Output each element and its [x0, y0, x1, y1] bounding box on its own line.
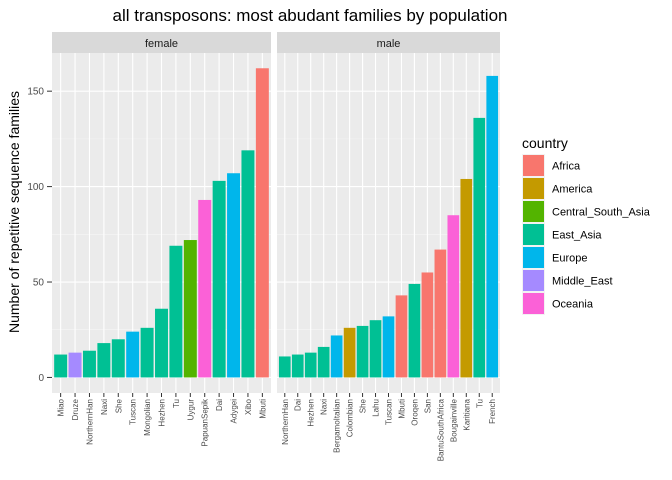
facet-strip-label: male	[377, 38, 401, 50]
bar-male-NorthernHan	[278, 356, 291, 378]
bar-male-Tuscan	[382, 316, 395, 378]
legend-label: Africa	[552, 161, 581, 173]
x-tick-label: Karitiana	[462, 398, 471, 430]
bar-female-Druze	[68, 352, 82, 378]
bar-female-PapuanSepik	[198, 199, 212, 378]
x-tick-label: Adygei	[230, 399, 239, 424]
bar-male-French	[486, 75, 499, 378]
x-tick-label: NorthernHan	[85, 399, 94, 445]
legend-swatch-Europe	[523, 247, 544, 268]
x-tick-label: Tu	[172, 399, 181, 408]
facet-strip-label: female	[145, 38, 178, 50]
x-tick-label: Druze	[71, 398, 80, 420]
bar-male-Tu	[473, 117, 486, 378]
bar-female-NorthernHan	[82, 350, 96, 378]
x-tick-label: Mbuti	[258, 399, 267, 419]
bar-male-Hezhen	[304, 352, 317, 378]
bar-male-She	[356, 325, 369, 378]
bar-female-Dai	[212, 180, 226, 378]
x-tick-label: NorthernHan	[281, 399, 290, 445]
x-tick-label: Hezhen	[307, 399, 316, 427]
x-tick-label: Miao	[57, 398, 66, 416]
bar-male-Dai	[291, 354, 304, 378]
chart-title: all transposons: most abudant families b…	[112, 6, 507, 25]
bar-male-Oroqen	[408, 283, 421, 378]
legend-title: country	[522, 135, 568, 151]
bar-male-Naxi	[317, 346, 330, 378]
x-tick-label: Bougainville	[449, 398, 458, 442]
legend-label: Oceania	[552, 299, 594, 311]
legend: country Africa America Central_South_Asia E…	[522, 135, 651, 315]
legend-swatch-East_Asia	[523, 224, 544, 245]
x-tick-label: Mbuti	[397, 399, 406, 419]
x-tick-label: Tuscan	[385, 399, 394, 425]
x-tick-label: Dai	[215, 399, 224, 411]
y-axis-title: Number of repetitive sequence families	[6, 91, 22, 333]
x-tick-label: Hezhen	[158, 399, 167, 427]
x-tick-label: She	[359, 398, 368, 413]
x-tick-label: Oroqen	[410, 399, 419, 426]
x-tick-label: Colombian	[346, 399, 355, 437]
facet-strip	[52, 32, 271, 53]
legend-swatch-Africa	[523, 155, 544, 176]
bar-male-BantuSouthAfrica	[434, 249, 447, 378]
bar-female-Xibo	[241, 150, 255, 378]
x-tick-label: San	[423, 399, 432, 413]
legend-label: East_Asia	[552, 230, 602, 242]
bar-female-Mongolian	[140, 327, 154, 378]
x-tick-label: Mongolian	[143, 399, 152, 436]
bar-male-Karitiana	[460, 178, 473, 378]
bar-male-Mbuti	[395, 295, 408, 378]
x-tick-label: Tuscan	[129, 399, 138, 425]
x-tick-label: BergamoItalian	[333, 399, 342, 453]
bar-female-Naxi	[97, 343, 111, 378]
plot-area: 0 50 100 150 female Miao Druze NorthernHan Naxi S…	[27, 32, 500, 461]
legend-swatch-Middle_East	[523, 270, 544, 291]
x-tick-label: Dai	[294, 399, 303, 411]
x-tick-label: PapuanSepik	[201, 398, 210, 447]
bar-female-Tuscan	[126, 331, 140, 378]
y-tick-label: 150	[27, 87, 44, 98]
y-tick-label: 50	[33, 278, 45, 289]
x-tick-label: Tu	[475, 399, 484, 408]
bar-female-Uygur	[183, 240, 197, 378]
bar-female-Hezhen	[155, 308, 168, 378]
bar-female-She	[111, 339, 125, 378]
bar-male-Colombian	[343, 327, 356, 378]
bar-male-Lahu	[369, 320, 382, 378]
x-tick-label: BantuSouthAfrica	[436, 398, 445, 461]
x-tick-label: French	[488, 399, 497, 424]
bar-female-Adygei	[227, 173, 241, 378]
bar-female-Tu	[169, 245, 183, 378]
x-tick-label: Xibo	[244, 398, 253, 415]
x-tick-label: Lahu	[372, 399, 381, 417]
legend-label: Central_South_Asia	[552, 207, 651, 219]
bar-female-Miao	[54, 354, 68, 378]
legend-label: Middle_East	[552, 276, 613, 288]
x-tick-label: She	[114, 398, 123, 413]
bar-female-Mbuti	[255, 68, 269, 378]
facet-strip	[277, 32, 500, 53]
bar-male-San	[421, 272, 434, 378]
legend-label: America	[552, 184, 593, 196]
legend-swatch-Central_South_Asia	[523, 201, 544, 222]
legend-label: Europe	[552, 253, 587, 265]
x-tick-label: Uygur	[186, 399, 195, 421]
legend-swatch-America	[523, 178, 544, 199]
legend-swatch-Oceania	[523, 293, 544, 314]
y-tick-label: 0	[38, 373, 44, 384]
bar-male-Bougainville	[447, 215, 460, 378]
y-tick-label: 100	[27, 182, 44, 193]
x-tick-label: Naxi	[100, 399, 109, 415]
bar-male-BergamoItalian	[330, 335, 343, 378]
x-tick-label: Naxi	[320, 399, 329, 415]
